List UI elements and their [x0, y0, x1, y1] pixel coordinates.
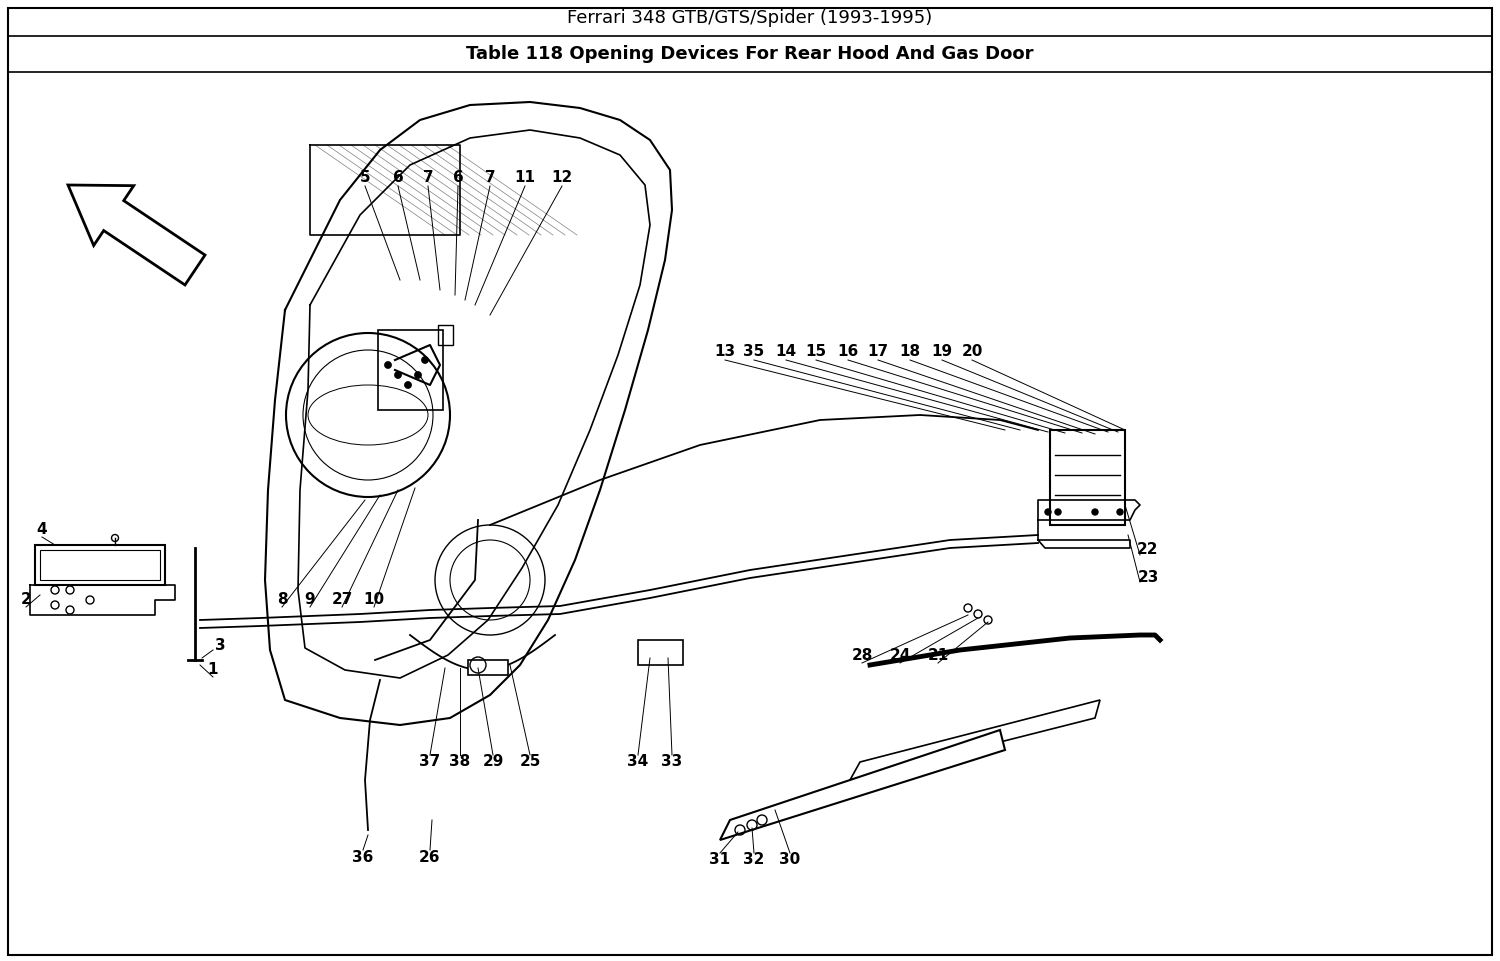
Text: 20: 20 — [962, 344, 982, 359]
Text: 11: 11 — [514, 170, 535, 185]
Text: 25: 25 — [519, 754, 540, 770]
Text: Ferrari 348 GTB/GTS/Spider (1993-1995): Ferrari 348 GTB/GTS/Spider (1993-1995) — [567, 9, 933, 27]
Text: 6: 6 — [453, 170, 464, 185]
Text: 14: 14 — [776, 344, 796, 359]
Text: 30: 30 — [780, 852, 801, 868]
Bar — [378, 330, 442, 410]
Circle shape — [384, 361, 392, 368]
Text: 21: 21 — [927, 649, 948, 663]
Text: 2: 2 — [21, 593, 32, 607]
Circle shape — [1118, 509, 1124, 515]
Text: 8: 8 — [276, 593, 288, 607]
Text: 32: 32 — [744, 852, 765, 868]
Text: 26: 26 — [419, 850, 441, 866]
Text: 37: 37 — [420, 754, 441, 770]
Text: 1: 1 — [207, 662, 219, 678]
Circle shape — [1054, 509, 1060, 515]
Text: 10: 10 — [363, 593, 384, 607]
Circle shape — [414, 372, 422, 379]
Text: 28: 28 — [852, 649, 873, 663]
Text: 38: 38 — [450, 754, 471, 770]
Text: 17: 17 — [867, 344, 888, 359]
Bar — [468, 660, 509, 675]
Circle shape — [405, 382, 411, 388]
Text: 31: 31 — [710, 852, 730, 868]
Text: 12: 12 — [552, 170, 573, 185]
Circle shape — [394, 372, 402, 379]
Text: 29: 29 — [483, 754, 504, 770]
Text: 15: 15 — [806, 344, 826, 359]
Text: 7: 7 — [423, 170, 433, 185]
Text: 22: 22 — [1137, 543, 1158, 557]
Bar — [1050, 430, 1125, 525]
Text: 33: 33 — [662, 754, 682, 770]
Polygon shape — [720, 730, 1005, 840]
Text: 4: 4 — [36, 523, 48, 537]
Text: 27: 27 — [332, 593, 352, 607]
Text: 36: 36 — [352, 850, 374, 866]
Text: 9: 9 — [304, 593, 315, 607]
Bar — [34, 545, 165, 585]
Text: 19: 19 — [932, 344, 952, 359]
Text: Table 118 Opening Devices For Rear Hood And Gas Door: Table 118 Opening Devices For Rear Hood … — [466, 45, 1034, 63]
Text: 13: 13 — [714, 344, 735, 359]
Text: 34: 34 — [627, 754, 648, 770]
Circle shape — [422, 357, 429, 363]
Circle shape — [1092, 509, 1098, 515]
Polygon shape — [68, 185, 206, 285]
Circle shape — [1046, 509, 1052, 515]
Text: 23: 23 — [1137, 571, 1158, 585]
Text: 3: 3 — [214, 637, 225, 653]
Text: 5: 5 — [360, 170, 370, 185]
Text: 16: 16 — [837, 344, 858, 359]
Text: 24: 24 — [890, 649, 910, 663]
Text: 18: 18 — [900, 344, 921, 359]
Text: 35: 35 — [744, 344, 765, 359]
Bar — [40, 550, 160, 580]
Bar — [438, 325, 453, 345]
Bar — [638, 640, 682, 665]
Polygon shape — [850, 700, 1100, 780]
Text: 7: 7 — [484, 170, 495, 185]
Text: 6: 6 — [393, 170, 404, 185]
